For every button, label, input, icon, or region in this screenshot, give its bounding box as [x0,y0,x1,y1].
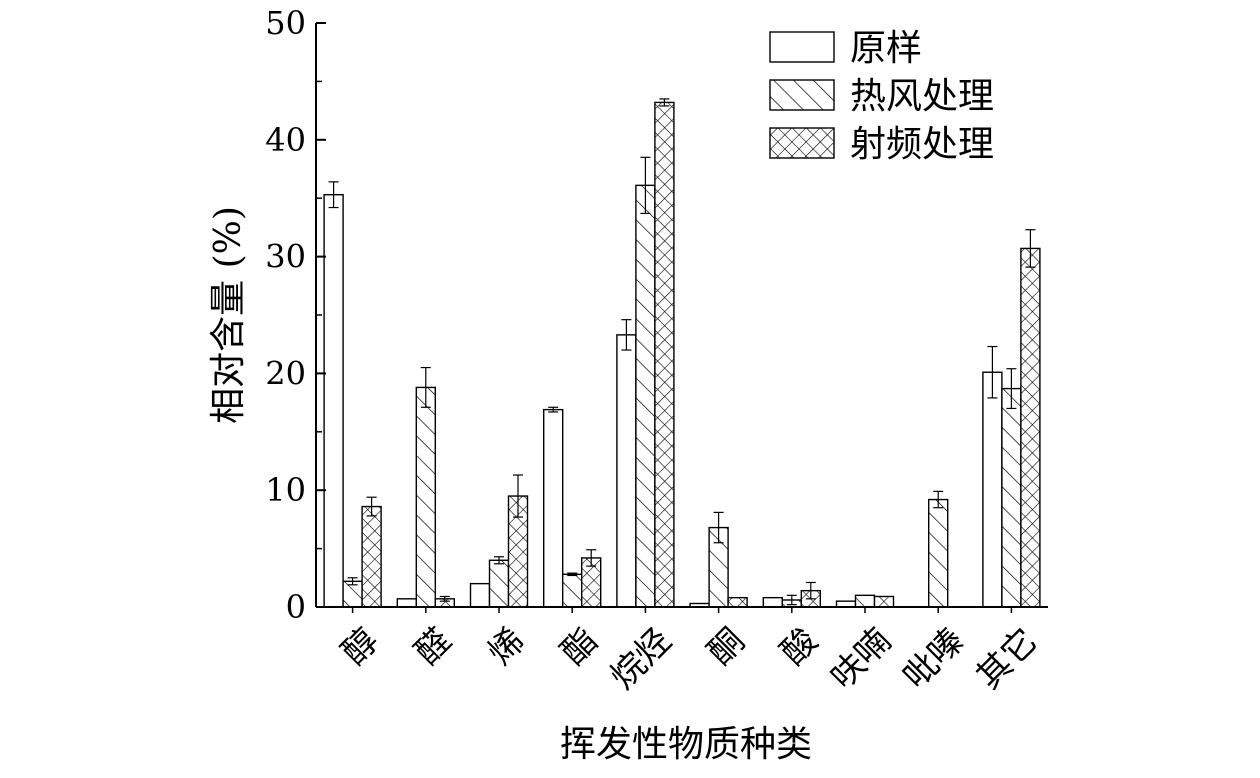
error-bar-烷烃-热风处理 [640,156,651,214]
legend-label: 射频处理 [850,124,994,165]
legend-item: 热风处理 [769,76,994,117]
bar-醛-原样 [396,598,417,608]
y-tick-label: 50 [265,4,306,42]
error-bar-烯-射频处理 [513,474,523,518]
bar-醇-原样 [323,193,344,608]
y-tick-label: 30 [265,238,306,276]
error-bar-酮-热风处理 [713,511,724,544]
x-tick-label: 呋喃 [823,621,899,697]
bar-烯-热风处理 [488,559,510,608]
x-tick-label: 醇 [334,621,386,673]
bar-其它-原样 [982,371,1003,608]
bar-吡嗪-热风处理 [928,498,949,608]
error-bar-酯-射频处理 [586,549,597,567]
x-tick-label: 醛 [407,621,459,673]
bar-烷烃-射频处理 [654,101,675,608]
x-tick-label: 烷烃 [603,621,679,697]
error-bar-吡嗪-热风处理 [933,490,944,509]
bar-酮-射频处理 [727,596,748,608]
bar-其它-射频处理 [1020,247,1041,608]
bar-其它-热风处理 [1001,387,1022,608]
x-axis-label: 挥发性物质种类 [560,724,812,765]
error-bar-烷烃-原样 [621,319,632,351]
x-tick-label: 酯 [554,621,606,673]
error-bar-醇-热风处理 [347,577,358,586]
bars-layer [323,101,1041,608]
error-bar-醇-射频处理 [366,496,377,517]
y-ticks: 0 10 20 30 40 50 [265,4,1013,626]
bar-酯-原样 [543,408,564,608]
error-bar-酯-热风处理 [567,572,578,577]
legend-label: 原样 [850,28,922,69]
legend-swatch [769,79,835,111]
x-tick-label: 酸 [773,621,825,673]
legend-item: 原样 [769,28,922,69]
x-tick-label: 酮 [700,621,752,673]
legend-swatch [769,31,835,63]
x-tick-label: 其它 [969,621,1045,697]
error-bar-烯-热风处理 [494,556,504,565]
y-tick-label: 40 [265,121,306,159]
error-bar-其它-射频处理 [1025,229,1036,268]
error-bar-醛-射频处理 [439,595,450,602]
error-bar-酸-射频处理 [805,581,816,600]
bar-酸-原样 [762,596,783,608]
legend-swatch [769,127,835,159]
legend-label: 热风处理 [850,76,994,117]
bar-呋喃-热风处理 [854,594,876,608]
y-tick-label: 0 [286,588,306,626]
error-bar-其它-热风处理 [1006,368,1017,410]
y-tick-label: 20 [265,354,306,392]
bar-醇-射频处理 [361,505,382,608]
bar-醛-热风处理 [415,386,436,608]
bar-烷烃-热风处理 [635,184,656,608]
error-bar-酯-原样 [548,406,559,413]
y-tick-label: 10 [265,471,306,509]
error-bar-酸-热风处理 [786,594,797,606]
x-tick-label: 烯 [481,621,533,673]
bar-烷烃-原样 [616,334,637,608]
bar-酯-热风处理 [562,573,583,608]
error-bar-其它-原样 [987,345,998,399]
bar-烯-原样 [469,582,491,608]
bar-呋喃-射频处理 [873,595,895,608]
x-tick-label: 吡嗪 [896,621,972,697]
error-bars-layer [328,98,1036,606]
error-bar-醇-原样 [328,181,339,209]
category-labels: 醇醛烯酯烷烃酮酸呋喃吡嗪其它 [334,621,1045,697]
y-axis-label: 相对含量 (%) [208,206,249,424]
legend-item: 射频处理 [769,124,994,165]
error-bar-烷烃-射频处理 [659,98,670,107]
error-bar-醛-热风处理 [420,366,431,408]
